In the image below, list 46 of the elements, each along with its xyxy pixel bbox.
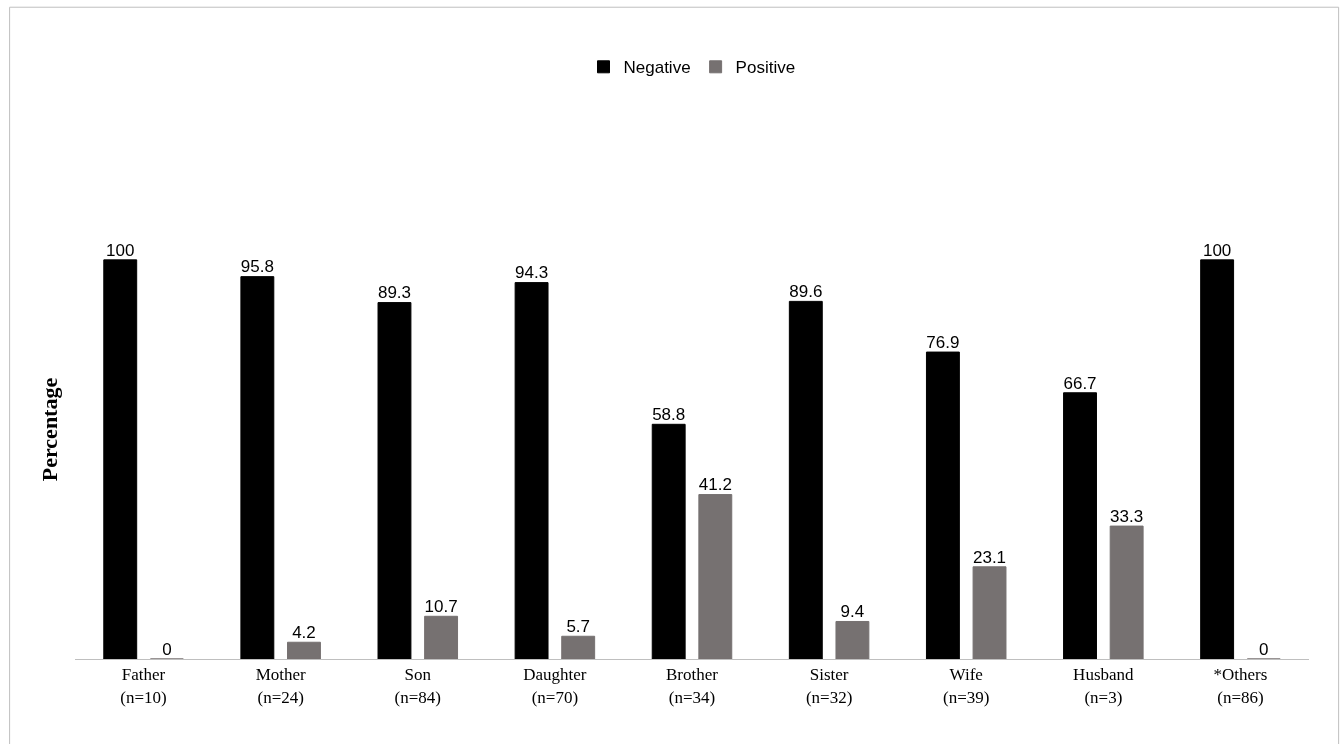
data-label: 23.1 bbox=[972, 547, 1007, 567]
data-label: 10.7 bbox=[424, 597, 458, 617]
bar bbox=[925, 351, 960, 659]
x-tick-label: *Others (n=86) bbox=[1213, 665, 1268, 707]
data-label: 76.9 bbox=[926, 332, 960, 352]
bar bbox=[651, 423, 686, 659]
x-tick-label: Father (n=10) bbox=[120, 665, 167, 707]
bar bbox=[514, 282, 549, 659]
bar bbox=[1109, 525, 1144, 659]
data-label: 100 bbox=[1202, 240, 1232, 260]
data-label: 58.8 bbox=[652, 405, 686, 425]
y-axis-title: Percentage bbox=[36, 377, 62, 482]
bar bbox=[788, 300, 823, 659]
data-label: 66.7 bbox=[1063, 373, 1097, 393]
legend-label: Positive bbox=[735, 58, 796, 78]
data-label: 4.2 bbox=[292, 622, 316, 642]
bar bbox=[972, 566, 1007, 659]
data-label: 9.4 bbox=[840, 602, 865, 622]
data-label: 5.7 bbox=[566, 617, 591, 636]
data-label: 41.2 bbox=[698, 475, 732, 495]
x-tick-label: Sister (n=32) bbox=[805, 665, 853, 707]
data-label: 0 bbox=[1259, 639, 1269, 659]
data-label: 94.3 bbox=[515, 263, 549, 283]
x-tick-label: Daughter (n=70) bbox=[523, 665, 587, 707]
data-label: 89.3 bbox=[377, 283, 412, 303]
bar bbox=[698, 494, 733, 659]
data-label: 33.3 bbox=[1110, 506, 1144, 526]
bar bbox=[835, 620, 870, 659]
x-tick-label: Son (n=84) bbox=[394, 665, 441, 707]
bar bbox=[377, 302, 412, 659]
bar bbox=[1063, 392, 1097, 659]
bar bbox=[287, 641, 321, 659]
data-label: 0 bbox=[162, 639, 172, 659]
x-tick-label: Husband (n=3) bbox=[1073, 665, 1135, 707]
data-label: 100 bbox=[106, 240, 135, 260]
data-label: 89.6 bbox=[789, 282, 823, 302]
bar bbox=[103, 259, 138, 659]
x-tick-label: Brother (n=34) bbox=[666, 665, 719, 707]
x-tick-label: Wife (n=39) bbox=[943, 665, 990, 707]
bar bbox=[424, 615, 459, 659]
bar bbox=[1200, 259, 1235, 659]
legend-label: Negative bbox=[623, 58, 691, 78]
data-label: 95.8 bbox=[240, 257, 274, 277]
bar bbox=[240, 276, 275, 659]
bar bbox=[561, 635, 596, 659]
x-tick-label: Mother (n=24) bbox=[255, 665, 307, 707]
